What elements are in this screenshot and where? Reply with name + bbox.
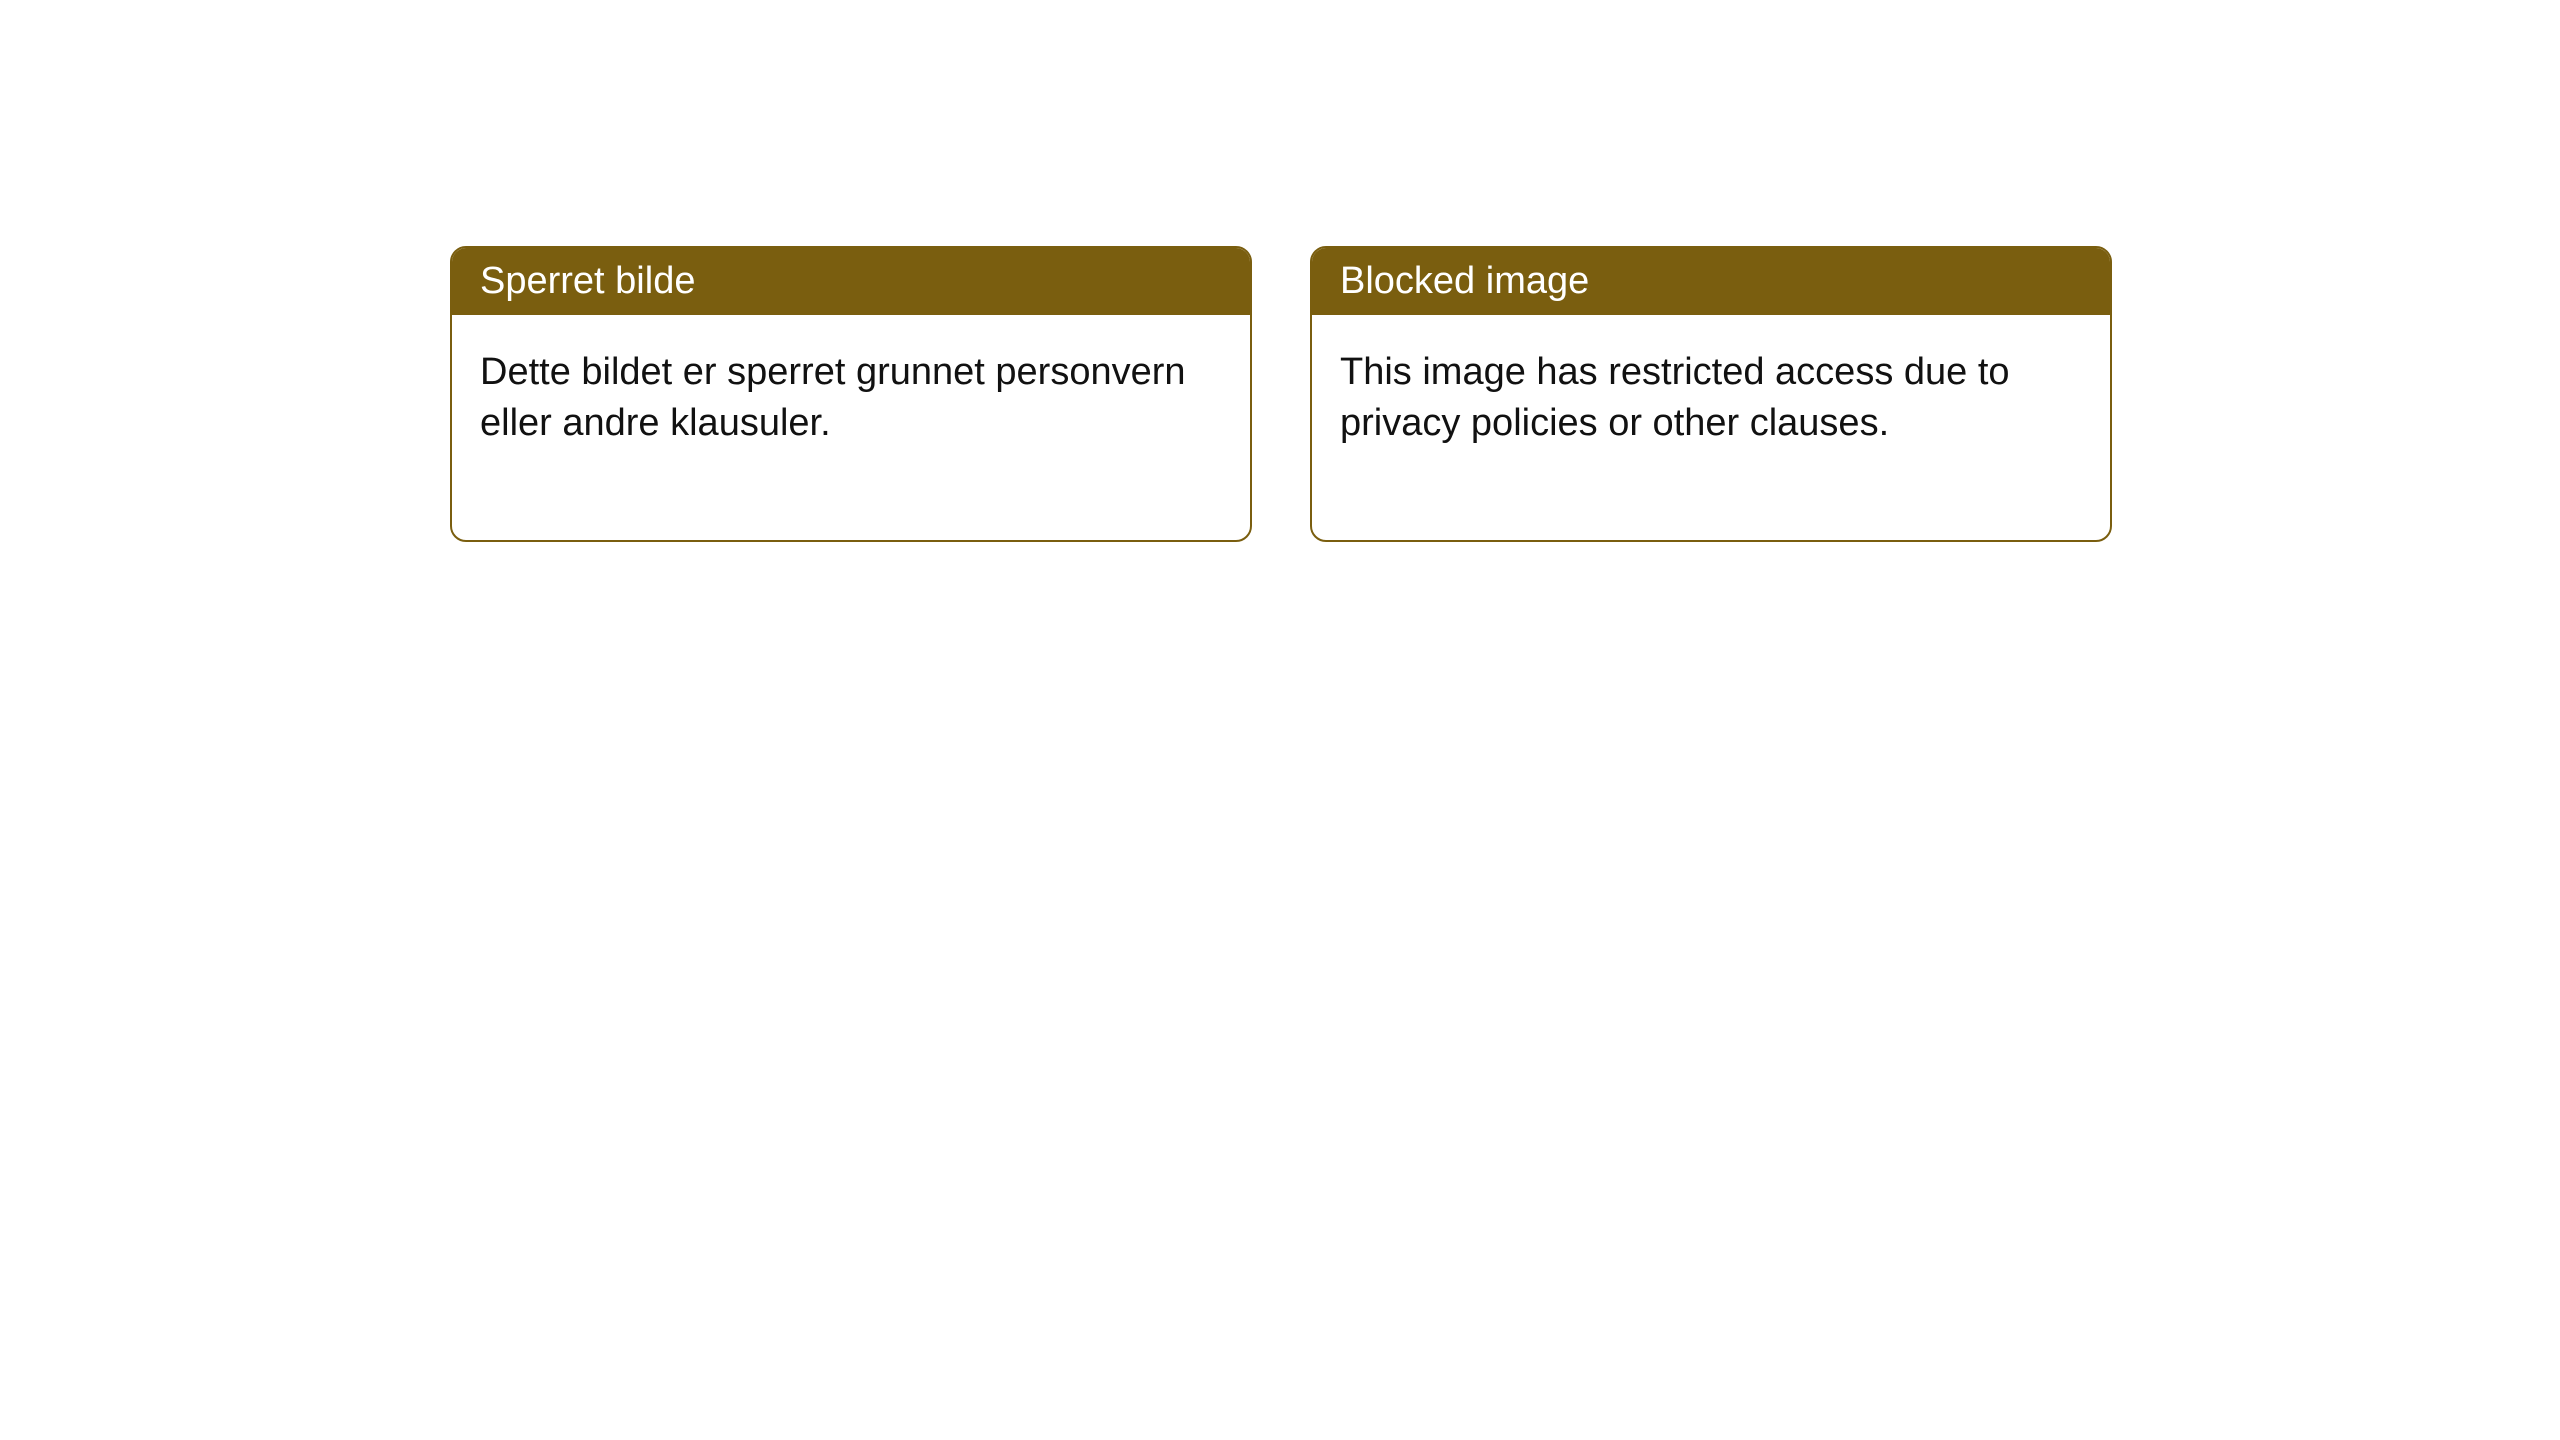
card-title-english: Blocked image <box>1340 260 1589 302</box>
card-header-norwegian: Sperret bilde <box>452 248 1250 315</box>
card-body-norwegian: Dette bildet er sperret grunnet personve… <box>452 315 1250 540</box>
card-body-text-norwegian: Dette bildet er sperret grunnet personve… <box>480 351 1186 444</box>
card-body-english: This image has restricted access due to … <box>1312 315 2110 540</box>
cards-container: Sperret bilde Dette bildet er sperret gr… <box>0 0 2560 542</box>
card-body-text-english: This image has restricted access due to … <box>1340 351 2010 444</box>
card-title-norwegian: Sperret bilde <box>480 260 695 302</box>
card-english: Blocked image This image has restricted … <box>1310 246 2112 542</box>
card-norwegian: Sperret bilde Dette bildet er sperret gr… <box>450 246 1252 542</box>
card-header-english: Blocked image <box>1312 248 2110 315</box>
